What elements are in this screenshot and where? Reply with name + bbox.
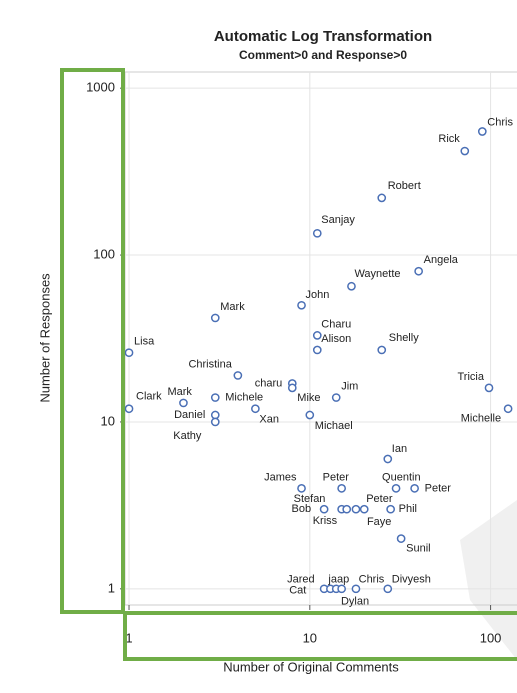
point-label: Ian bbox=[392, 443, 407, 455]
point-label: John bbox=[306, 289, 330, 301]
point bbox=[377, 193, 387, 203]
point-label: Jim bbox=[341, 380, 358, 392]
point-label: Dylan bbox=[341, 596, 369, 608]
chart-title: Automatic Log Transformation bbox=[214, 28, 432, 45]
point bbox=[383, 584, 393, 594]
point bbox=[386, 504, 395, 514]
point bbox=[251, 404, 260, 414]
point bbox=[342, 504, 352, 514]
point-label: Alison bbox=[321, 333, 351, 345]
point bbox=[377, 345, 387, 355]
point-label: Sunil bbox=[406, 542, 430, 554]
point bbox=[351, 504, 361, 514]
point bbox=[337, 484, 346, 493]
point-label: Kathy bbox=[173, 430, 202, 442]
point-label: Kriss bbox=[313, 515, 338, 527]
point bbox=[347, 281, 356, 291]
highlight-x-axis bbox=[123, 611, 517, 661]
point-label: Tricia bbox=[458, 371, 485, 383]
point-label: Bob bbox=[292, 503, 312, 515]
point bbox=[305, 410, 315, 420]
point-label: Christina bbox=[188, 358, 232, 370]
point-label: Lisa bbox=[134, 336, 155, 348]
point-label: Charu bbox=[321, 318, 351, 330]
point-label: Michelle bbox=[461, 413, 501, 425]
point bbox=[414, 266, 423, 276]
point-label: Mike bbox=[297, 392, 320, 404]
point-label: Xan bbox=[259, 414, 279, 426]
point-label: Mark bbox=[220, 301, 245, 313]
point-label: Jared bbox=[287, 574, 315, 586]
point bbox=[287, 383, 297, 393]
highlight-y-axis bbox=[60, 68, 125, 614]
point bbox=[359, 504, 369, 514]
point-label: Chris bbox=[359, 574, 385, 586]
point bbox=[312, 228, 322, 238]
point bbox=[383, 454, 393, 464]
point bbox=[396, 534, 406, 543]
y-tick-label: 100 bbox=[93, 246, 115, 261]
point bbox=[124, 348, 134, 358]
y-tick-label: 1 bbox=[108, 580, 115, 595]
point-label: Peter bbox=[425, 482, 452, 494]
point bbox=[179, 398, 188, 408]
point bbox=[331, 393, 341, 402]
point bbox=[312, 345, 322, 355]
x-axis-label: Number of Original Comments bbox=[223, 659, 399, 674]
point-label: Shelly bbox=[389, 332, 419, 344]
point-label: charu bbox=[255, 377, 283, 389]
point-label: Michele bbox=[225, 391, 263, 403]
point bbox=[484, 383, 494, 393]
point-label: Peter bbox=[323, 471, 350, 483]
point-label: Quentin bbox=[382, 471, 421, 483]
point-label: Daniel bbox=[174, 409, 205, 421]
point bbox=[210, 313, 220, 323]
point bbox=[391, 484, 401, 493]
point bbox=[351, 584, 361, 594]
point bbox=[297, 484, 306, 493]
point-label: Chris bbox=[487, 116, 513, 128]
plot-area: 1 10 100 1 10 100 1000 Chris Rick Robert Sanjay Ang… bbox=[86, 71, 517, 645]
point-label: Waynette bbox=[354, 268, 400, 280]
point-label: Robert bbox=[388, 180, 421, 192]
point-label: James bbox=[264, 471, 297, 483]
point-label: Michael bbox=[315, 420, 353, 432]
watermark bbox=[460, 500, 517, 660]
point bbox=[319, 504, 329, 514]
chart-subtitle: Comment>0 and Response>0 bbox=[239, 48, 407, 62]
point bbox=[477, 127, 487, 136]
point-label: Phil bbox=[399, 503, 417, 515]
point bbox=[410, 484, 419, 493]
point-label: Faye bbox=[367, 516, 391, 528]
point bbox=[312, 331, 322, 340]
y-tick-label: 1000 bbox=[86, 80, 115, 95]
point-label: Mark bbox=[167, 386, 192, 398]
y-axis-label: Number of Responses bbox=[37, 273, 52, 403]
point bbox=[503, 404, 513, 414]
point-label: Peter bbox=[366, 493, 393, 505]
point bbox=[337, 584, 346, 594]
point-label: Divyesh bbox=[392, 574, 431, 586]
point bbox=[460, 146, 470, 156]
point bbox=[210, 417, 220, 427]
point-label: Angela bbox=[424, 254, 459, 266]
point-label: Cat bbox=[289, 585, 306, 597]
y-tick-label: 10 bbox=[101, 413, 115, 428]
point-label: Sanjay bbox=[321, 214, 355, 226]
point bbox=[124, 404, 134, 414]
point bbox=[297, 300, 306, 310]
x-tick-label: 10 bbox=[303, 630, 317, 645]
point-label: jaap bbox=[327, 574, 349, 586]
point bbox=[233, 371, 243, 380]
point bbox=[210, 393, 220, 402]
x-tick-label: 100 bbox=[480, 630, 502, 645]
point bbox=[210, 410, 220, 420]
point-label: Rick bbox=[438, 133, 460, 145]
point-label: Stefan bbox=[294, 493, 326, 505]
point-label: Clark bbox=[136, 391, 162, 403]
x-tick-label: 1 bbox=[125, 630, 132, 645]
